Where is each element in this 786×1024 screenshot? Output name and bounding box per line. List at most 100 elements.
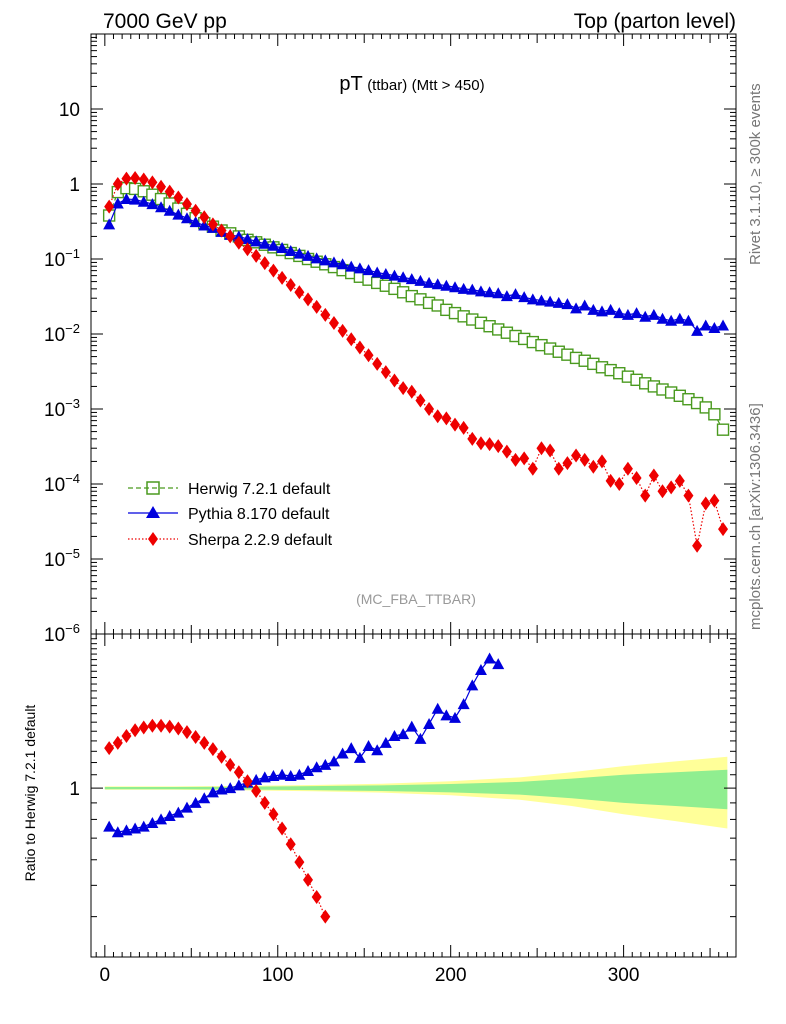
upper-point bbox=[371, 266, 384, 278]
upper-point bbox=[319, 254, 332, 266]
ratio-point bbox=[457, 698, 470, 710]
upper-point bbox=[379, 268, 392, 280]
ratio-point bbox=[129, 822, 142, 834]
ratio-point bbox=[311, 890, 322, 905]
upper-point bbox=[120, 193, 133, 205]
ratio-point bbox=[431, 702, 444, 714]
upper-point bbox=[380, 365, 391, 380]
ratio-point bbox=[397, 728, 410, 740]
ratio-point bbox=[190, 729, 201, 744]
upper-point bbox=[328, 316, 339, 331]
upper-y-tick-label: 10 bbox=[59, 100, 80, 121]
upper-point bbox=[216, 223, 227, 238]
upper-point bbox=[588, 459, 599, 474]
upper-point bbox=[621, 308, 634, 320]
upper-point bbox=[579, 452, 590, 467]
ratio-point bbox=[173, 721, 184, 736]
upper-point bbox=[276, 242, 289, 254]
upper-point bbox=[552, 296, 565, 308]
upper-point bbox=[587, 303, 600, 315]
upper-point bbox=[397, 271, 410, 283]
ratio-point bbox=[251, 783, 262, 798]
upper-point bbox=[595, 305, 608, 317]
upper-point bbox=[561, 298, 574, 310]
upper-point bbox=[474, 285, 487, 297]
upper-point bbox=[527, 461, 538, 476]
upper-point bbox=[622, 461, 633, 476]
upper-point bbox=[718, 522, 729, 537]
ratio-point bbox=[267, 770, 280, 782]
upper-point bbox=[181, 197, 192, 212]
upper-point bbox=[449, 281, 462, 293]
upper-point bbox=[656, 312, 669, 324]
upper-point bbox=[104, 199, 115, 214]
ratio-point bbox=[405, 720, 418, 732]
ratio-point bbox=[388, 729, 401, 741]
upper-point bbox=[345, 260, 358, 272]
upper-point bbox=[268, 263, 279, 278]
upper-point bbox=[708, 408, 721, 421]
ratio-point bbox=[112, 735, 123, 750]
upper-y-tick-label: 10−3 bbox=[44, 396, 80, 421]
ratio-point bbox=[233, 765, 244, 780]
ratio-point bbox=[225, 757, 236, 772]
ratio-point bbox=[284, 770, 297, 782]
upper-point bbox=[666, 480, 677, 495]
upper-point bbox=[535, 294, 548, 306]
upper-point bbox=[156, 179, 167, 194]
upper-point bbox=[484, 437, 495, 452]
upper-point bbox=[251, 248, 262, 263]
upper-point bbox=[258, 237, 271, 249]
ratio-band-green bbox=[104, 769, 728, 810]
upper-point bbox=[699, 319, 712, 331]
upper-point bbox=[614, 477, 625, 491]
upper-point bbox=[716, 423, 730, 436]
ratio-point bbox=[147, 718, 158, 733]
ratio-point bbox=[103, 820, 116, 832]
upper-point bbox=[138, 172, 149, 187]
upper-point bbox=[673, 312, 686, 324]
upper-point bbox=[492, 287, 505, 299]
x-tick-label: 300 bbox=[608, 965, 640, 986]
upper-point bbox=[648, 468, 659, 483]
upper-point bbox=[423, 276, 436, 288]
ratio-point bbox=[320, 909, 331, 924]
ratio-point bbox=[156, 718, 167, 733]
upper-point bbox=[327, 256, 340, 268]
ratio-point bbox=[268, 807, 279, 822]
upper-point bbox=[121, 171, 132, 186]
upper-point bbox=[155, 201, 168, 213]
upper-point bbox=[233, 235, 244, 250]
upper-point bbox=[103, 218, 116, 230]
upper-point bbox=[190, 203, 201, 218]
upper-point bbox=[112, 177, 123, 191]
ratio-point bbox=[293, 768, 306, 780]
ratio-point bbox=[172, 806, 185, 818]
upper-point bbox=[189, 216, 202, 228]
ratio-series-line-1 bbox=[108, 725, 326, 917]
upper-point bbox=[553, 461, 564, 476]
upper-point bbox=[163, 204, 176, 216]
upper-point bbox=[562, 456, 573, 471]
ratio-point bbox=[259, 795, 270, 810]
upper-point bbox=[353, 262, 366, 274]
ratio-point bbox=[224, 782, 237, 794]
upper-point bbox=[509, 288, 522, 300]
upper-point bbox=[225, 229, 236, 244]
upper-point bbox=[458, 420, 469, 435]
ratio-point bbox=[336, 747, 349, 759]
upper-point bbox=[709, 493, 720, 508]
upper-point bbox=[337, 323, 348, 338]
upper-point bbox=[545, 443, 556, 458]
upper-point bbox=[336, 258, 349, 270]
ratio-point bbox=[138, 720, 149, 735]
ratio-point bbox=[492, 658, 505, 670]
upper-point bbox=[267, 239, 280, 251]
upper-point bbox=[483, 286, 496, 298]
upper-point bbox=[363, 348, 374, 363]
upper-point bbox=[441, 411, 452, 426]
ratio-point bbox=[303, 872, 314, 887]
mcplots-label: mcplots.cern.ch [arXiv:1306.3436] bbox=[747, 403, 764, 630]
ratio-point bbox=[189, 796, 202, 808]
header-left: 7000 GeV pp bbox=[103, 10, 227, 33]
